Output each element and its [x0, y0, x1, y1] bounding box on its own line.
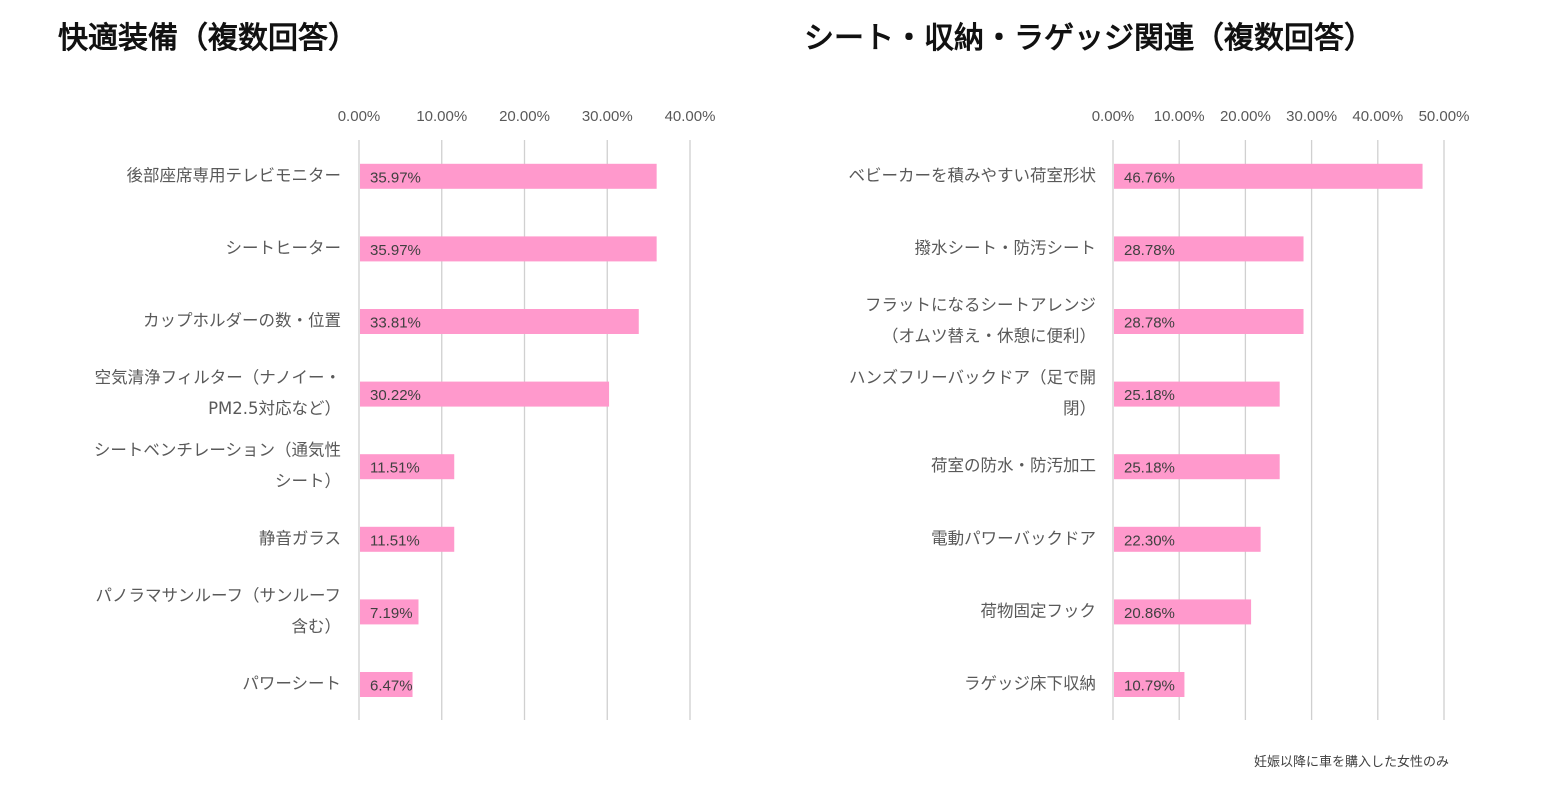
- category-label: シートヒーター: [226, 238, 342, 257]
- data-label: 46.76%: [1124, 169, 1175, 186]
- data-label: 6.47%: [370, 678, 413, 695]
- x-tick-label: 30.00%: [1286, 108, 1337, 125]
- category-label: ベビーカーを積みやすい荷室形状: [849, 166, 1097, 185]
- category-label: 閉）: [1063, 399, 1096, 418]
- x-tick-label: 10.00%: [416, 108, 467, 125]
- bar: [1114, 381, 1280, 407]
- x-tick-label: 0.00%: [338, 108, 381, 125]
- bar: [360, 163, 657, 189]
- data-label: 35.97%: [370, 169, 421, 186]
- bar: [360, 236, 657, 262]
- data-label: 11.51%: [370, 532, 420, 549]
- chart-comfort-equipment: 快適装備（複数回答） 0.00% 10.00% 20.00% 30.00% 40.00% 3…: [58, 21, 715, 720]
- category-label: 後部座席専用テレビモニター: [127, 166, 342, 185]
- x-tick-label: 30.00%: [582, 108, 633, 125]
- category-label: PM2.5対応など）: [208, 399, 341, 418]
- category-label: カップホルダーの数・位置: [143, 311, 341, 330]
- category-label: 電動パワーバックドア: [931, 529, 1096, 548]
- footnote: 妊娠以降に車を購入した女性のみ: [1254, 754, 1449, 770]
- x-tick-label: 0.00%: [1092, 108, 1135, 125]
- x-tick-label: 20.00%: [1220, 108, 1271, 125]
- bar: [1114, 454, 1280, 480]
- category-label: パノラマサンルーフ（サンルーフ: [95, 586, 341, 605]
- category-label: パワーシート: [242, 674, 341, 693]
- bar: [360, 309, 639, 334]
- data-label: 30.22%: [370, 387, 421, 404]
- x-tick-label: 20.00%: [499, 108, 550, 125]
- data-label: 10.79%: [1124, 678, 1175, 695]
- bar: [1114, 599, 1252, 625]
- category-label: 空気清浄フィルター（ナノイー・: [95, 368, 341, 387]
- bar: [1114, 163, 1423, 189]
- data-label: 35.97%: [370, 242, 421, 259]
- bar: [360, 526, 455, 552]
- bar: [1114, 526, 1261, 552]
- data-label: 25.18%: [1124, 460, 1175, 477]
- category-label: 含む）: [292, 617, 342, 636]
- data-label: 11.51%: [370, 460, 420, 477]
- category-label: ラゲッジ床下収納: [964, 674, 1096, 693]
- bar: [360, 672, 413, 697]
- data-label: 28.78%: [1124, 315, 1175, 332]
- category-label: ハンズフリーバックドア（足で開: [849, 368, 1096, 387]
- data-label: 22.30%: [1124, 532, 1175, 549]
- data-label: 7.19%: [370, 605, 413, 622]
- chart-title: 快適装備（複数回答）: [58, 21, 358, 56]
- category-label: 荷物固定フック: [981, 601, 1097, 620]
- x-tick-label: 10.00%: [1154, 108, 1205, 125]
- chart-seat-storage-luggage: シート・収納・ラゲッジ関連（複数回答） 0.00% 10.00% 20.00% 30.0…: [804, 21, 1469, 720]
- category-label: シート）: [275, 472, 341, 491]
- chart-title: シート・収納・ラゲッジ関連（複数回答）: [804, 21, 1374, 56]
- category-label: フラットになるシートアレンジ: [865, 296, 1096, 315]
- data-label: 20.86%: [1124, 605, 1175, 622]
- x-tick-label: 50.00%: [1419, 108, 1470, 125]
- category-label: （オムツ替え・休憩に便利）: [882, 327, 1096, 346]
- category-label: シートベンチレーション（通気性: [94, 441, 341, 460]
- bar: [360, 454, 455, 480]
- x-tick-label: 40.00%: [665, 108, 716, 125]
- bar: [1114, 236, 1304, 262]
- data-label: 28.78%: [1124, 242, 1175, 259]
- category-label: 静音ガラス: [259, 529, 341, 548]
- category-label: 荷室の防水・防汚加工: [931, 456, 1096, 475]
- data-label: 33.81%: [370, 315, 421, 332]
- bar: [360, 381, 610, 407]
- x-tick-label: 40.00%: [1352, 108, 1403, 125]
- bar: [360, 599, 419, 625]
- category-label: 撥水シート・防汚シート: [915, 238, 1097, 257]
- data-label: 25.18%: [1124, 387, 1175, 404]
- bar: [1114, 672, 1185, 697]
- bar: [1114, 309, 1304, 334]
